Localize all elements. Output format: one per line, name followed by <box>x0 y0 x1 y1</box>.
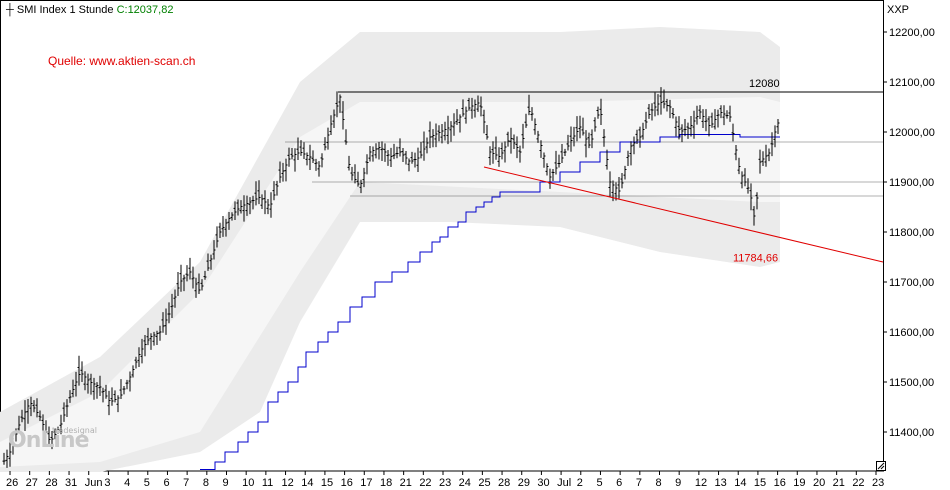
x-tick-label: 16 <box>341 477 353 489</box>
x-tick-label: 22 <box>852 477 864 489</box>
x-tick-label: 10 <box>242 477 254 489</box>
crosshair-marker: ┼ <box>6 4 14 16</box>
x-tick-label: 31 <box>65 477 77 489</box>
x-tick-label: 13 <box>715 477 727 489</box>
y-tick-label: 11900,00 <box>889 177 934 189</box>
x-tick-label: 4 <box>124 477 130 489</box>
close-value: C:12037,82 <box>116 4 174 16</box>
y-tick-label: 11600,00 <box>889 327 934 339</box>
trendline <box>483 166 884 263</box>
x-tick-label: 30 <box>537 477 549 489</box>
x-tick-label: 12 <box>695 477 707 489</box>
x-tick-label: 7 <box>636 477 642 489</box>
x-tick-label: 9 <box>223 477 229 489</box>
ohlc-bars <box>2 87 780 468</box>
x-tick-label: 25 <box>478 477 490 489</box>
y-tick-label: 12100,00 <box>889 77 935 89</box>
x-tick-label: 8 <box>656 477 662 489</box>
source-label: Quelle: www.aktien-scan.ch <box>42 52 202 70</box>
trendline-label: 11784,66 <box>733 253 778 265</box>
x-tick-label: 5 <box>596 477 602 489</box>
x-tick-label: 27 <box>26 477 38 489</box>
x-tick-label: 28 <box>498 477 510 489</box>
x-tick-label: 7 <box>183 477 189 489</box>
x-tick-label: 2 <box>577 477 583 489</box>
y-tick-label: 11800,00 <box>889 227 934 239</box>
x-tick-label: 15 <box>754 477 766 489</box>
chart-header: ┼ SMI Index 1 Stunde C:12037,82 <box>6 4 173 16</box>
interval-label: 1 Stunde <box>69 4 114 16</box>
y-tick-label: 11400,00 <box>889 427 934 439</box>
y-tick-label: 12000,00 <box>889 127 935 139</box>
instrument-name: SMI Index <box>16 4 67 16</box>
x-tick-label: 5 <box>144 477 150 489</box>
x-tick-label: 23 <box>872 477 884 489</box>
x-tick-label: 18 <box>380 477 392 489</box>
x-tick-label: 21 <box>833 477 845 489</box>
y-tick-label: 11700,00 <box>889 277 934 289</box>
resize-handle-icon[interactable] <box>876 461 886 471</box>
x-tick-label: 24 <box>459 477 471 489</box>
inner-band <box>0 97 780 467</box>
x-tick-label: 3 <box>104 477 110 489</box>
x-tick-label: 14 <box>301 477 313 489</box>
x-tick-label: 6 <box>616 477 622 489</box>
x-tick-label: 20 <box>813 477 825 489</box>
x-tick-label: 23 <box>439 477 451 489</box>
watermark-brand: OnLine <box>8 428 90 453</box>
y-tick-label: 11500,00 <box>889 377 934 389</box>
x-tick-label: 11 <box>262 477 273 489</box>
x-tick-label: 9 <box>675 477 681 489</box>
currency-label: XXP <box>887 4 910 16</box>
x-tick-label: 6 <box>163 477 169 489</box>
x-tick-label: 21 <box>400 477 412 489</box>
level-label-12080: 12080 <box>749 78 780 90</box>
x-tick-label: 19 <box>793 477 805 489</box>
x-tick-label: 14 <box>734 477 746 489</box>
x-tick-label: Jul <box>557 477 571 489</box>
x-tick-label: 16 <box>774 477 786 489</box>
x-tick-label: 28 <box>45 477 57 489</box>
y-tick-label: 12200,00 <box>889 27 935 39</box>
trailing-stop-line <box>200 134 780 470</box>
x-tick-label: Jun <box>85 477 103 489</box>
x-tick-label: 29 <box>518 477 530 489</box>
x-tick-label: 8 <box>203 477 209 489</box>
watermark-sub: tradesignal <box>52 426 97 435</box>
x-tick-label: 26 <box>6 477 18 489</box>
x-tick-label: 17 <box>360 477 372 489</box>
x-tick-label: 15 <box>321 477 333 489</box>
x-tick-label: 22 <box>419 477 431 489</box>
x-tick-label: 12 <box>282 477 294 489</box>
tradesignal-watermark: tradesignal OnLine <box>8 426 97 453</box>
